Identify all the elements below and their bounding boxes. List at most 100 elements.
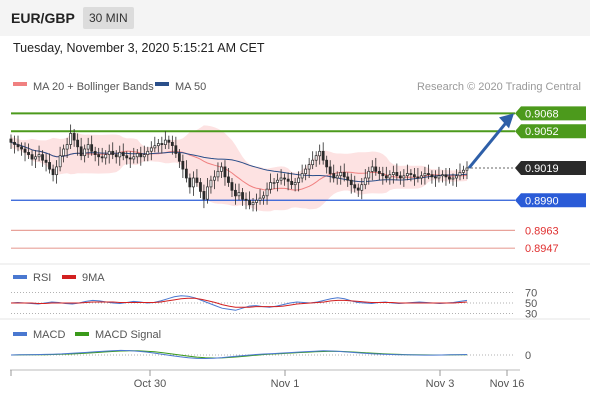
candle-body: [16, 144, 20, 148]
candle-body: [237, 192, 241, 197]
candle-body: [251, 202, 255, 206]
candlesticks: [9, 124, 469, 212]
candle-body: [377, 170, 381, 174]
candle-body: [395, 172, 399, 177]
candle-body: [360, 184, 364, 191]
candle-body: [430, 174, 434, 178]
level-tag-label: 0.9052: [525, 126, 559, 138]
candle-body: [86, 144, 90, 150]
candle-body: [167, 139, 171, 143]
candle-body: [79, 146, 83, 157]
candle-body: [314, 155, 318, 161]
candle-body: [448, 176, 451, 180]
candle-body: [405, 173, 409, 177]
candle-body: [286, 178, 290, 182]
candle-body: [451, 177, 455, 180]
candle-body: [139, 153, 143, 158]
candle-body: [44, 159, 48, 163]
candle-body: [339, 172, 343, 177]
candle-body: [437, 175, 441, 179]
candle-body: [107, 150, 111, 155]
candle-body: [325, 159, 329, 168]
candle-body: [409, 173, 413, 175]
candle-body: [104, 154, 108, 159]
candle-body: [72, 133, 76, 141]
x-tick-label: Nov 1: [271, 378, 300, 390]
chart-timestamp: Tuesday, November 3, 2020 5:15:21 AM CET: [13, 41, 265, 55]
candle-body: [276, 179, 279, 183]
candle-body: [184, 168, 188, 179]
candle-body: [27, 152, 30, 155]
x-tick-label: Oct 30: [134, 378, 166, 390]
candle-body: [381, 173, 385, 177]
candle-body: [388, 174, 392, 179]
rsi-level-label: 30: [525, 308, 537, 320]
candle-body: [332, 173, 336, 179]
candle-body: [458, 172, 462, 177]
level-tag-resistance: 0.9068: [515, 106, 586, 121]
level-tag-label: 0.8990: [525, 195, 559, 207]
candle-body: [262, 195, 265, 199]
candle-body: [188, 177, 192, 188]
candle-body: [293, 182, 297, 186]
candle-body: [248, 199, 251, 206]
candle-body: [223, 166, 227, 178]
macd-legend-swatch: [13, 332, 27, 336]
candle-body: [412, 174, 416, 178]
candle-body: [199, 182, 202, 192]
candle-body: [65, 144, 69, 150]
candle-body: [206, 186, 209, 200]
candle-body: [356, 187, 360, 191]
candle-body: [384, 175, 388, 179]
macd-legend-label: MACD: [33, 329, 65, 341]
candle-body: [153, 145, 157, 149]
candle-body: [328, 166, 332, 174]
level-tag-box: [515, 160, 586, 175]
macd-zero-label: 0: [525, 350, 531, 362]
bollinger-band-area: [11, 125, 467, 212]
candle-body: [142, 154, 146, 158]
candle-body: [318, 150, 322, 157]
candle-body: [444, 174, 448, 178]
candle-body: [121, 152, 125, 157]
candle-body: [93, 150, 97, 155]
candle-body: [307, 164, 311, 170]
candle-body: [363, 177, 367, 186]
candle-body: [114, 154, 118, 158]
candle-body: [346, 176, 350, 181]
candle-body: [51, 168, 55, 176]
candle-body: [118, 152, 122, 158]
candle-body: [69, 133, 73, 145]
candle-body: [160, 143, 164, 145]
candle-body: [202, 191, 206, 200]
rsi-ma-line: [11, 297, 468, 308]
level-tag-support: 0.8963: [525, 225, 559, 237]
candle-body: [455, 175, 458, 179]
candle-body: [374, 166, 378, 172]
candle-body: [434, 176, 437, 179]
timeframe-badge[interactable]: 30 MIN: [83, 7, 134, 29]
candle-body: [20, 146, 23, 150]
level-tag-current: 0.9019: [515, 160, 586, 175]
candle-body: [174, 145, 178, 154]
candle-body: [163, 139, 167, 145]
candle-body: [181, 160, 185, 170]
candle-body: [48, 162, 51, 170]
candle-body: [353, 184, 357, 189]
candle-body: [269, 182, 272, 190]
candle-body: [213, 176, 216, 181]
key-levels: [11, 112, 515, 249]
candle-body: [349, 179, 353, 186]
macd-signal-legend-swatch: [75, 332, 89, 336]
level-tag-resistance: 0.9052: [515, 124, 586, 139]
macd-panel: 0: [10, 349, 531, 362]
candle-body: [241, 192, 244, 200]
level-tag-box: [515, 193, 586, 208]
candle-body: [41, 154, 44, 161]
level-tag-box: [515, 106, 586, 121]
level-tag-box: [515, 124, 586, 139]
forecast-arrow-head: [499, 113, 514, 129]
candle-body: [37, 154, 41, 158]
candle-body: [216, 170, 220, 178]
level-tags: 0.9068 0.9052 0.9019 0.8990 0.8963 0.8947: [515, 106, 586, 255]
